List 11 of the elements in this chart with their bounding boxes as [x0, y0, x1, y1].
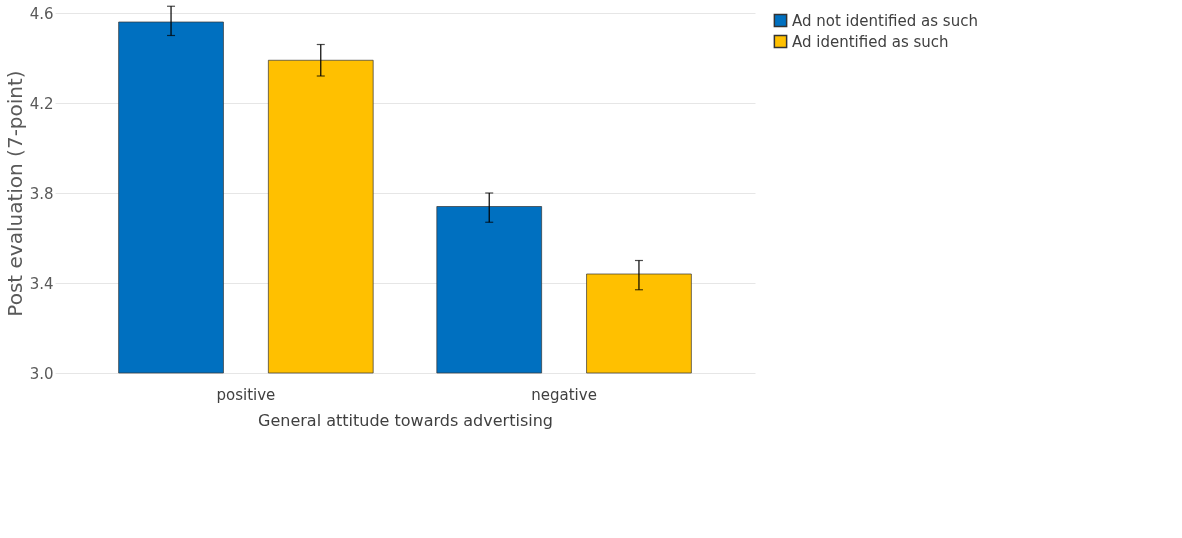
x-axis-title: General attitude towards advertising — [258, 410, 553, 430]
y-tick-label: 3.8 — [29, 184, 54, 203]
x-tick-label: negative — [531, 385, 597, 404]
y-tick-label: 4.6 — [29, 4, 54, 23]
x-tick-label: positive — [216, 385, 276, 404]
y-tick-label: 3.0 — [29, 364, 54, 383]
y-axis-title: Post evaluation (7-point) — [2, 70, 27, 317]
y-tick-label: 3.4 — [29, 274, 54, 293]
legend-label: Ad identified as such — [792, 32, 949, 51]
legend-label: Ad not identified as such — [792, 11, 978, 30]
y-tick-label: 4.2 — [29, 94, 54, 113]
